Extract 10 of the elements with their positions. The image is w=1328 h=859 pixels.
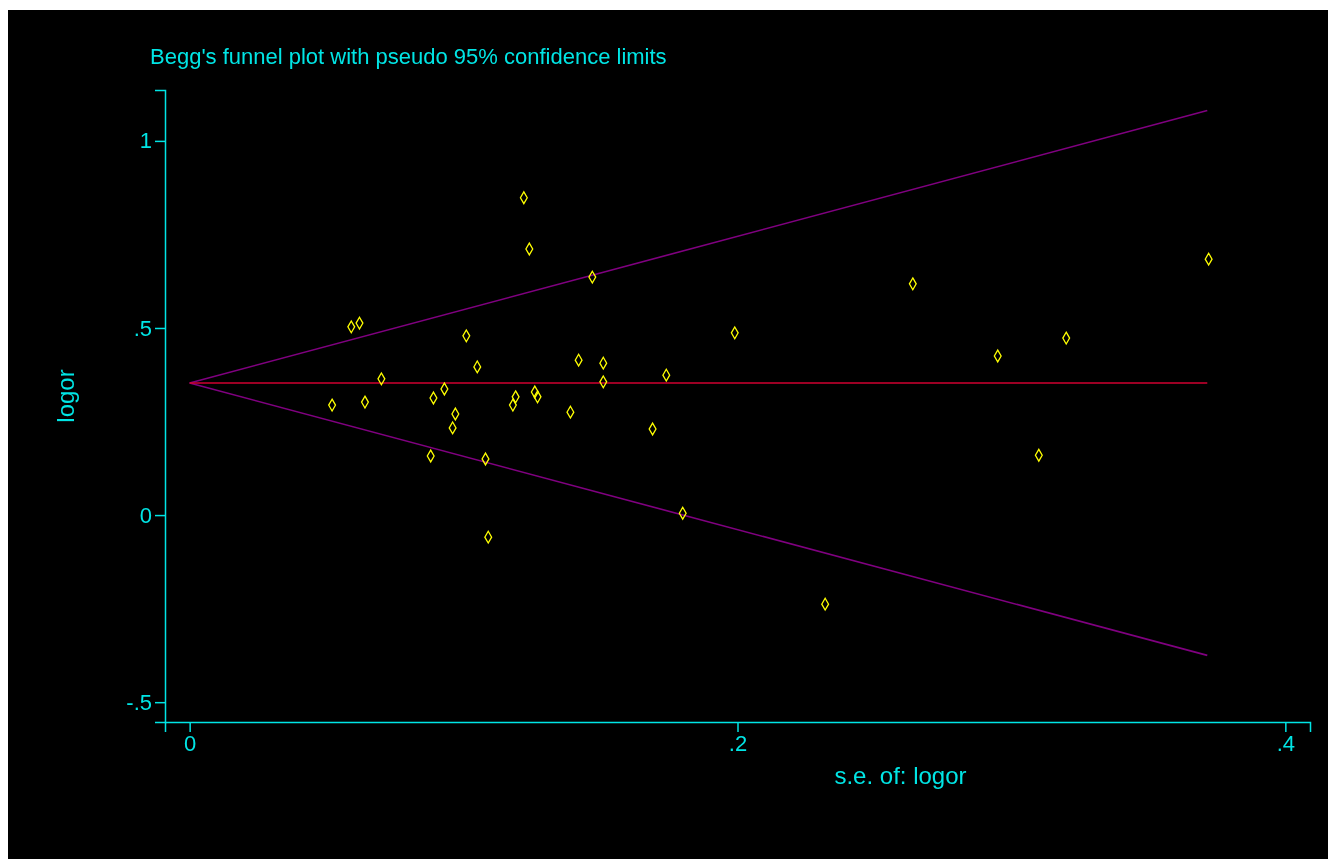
y-tick-label: 0 (139, 502, 152, 528)
y-axis-title: logor (52, 369, 79, 423)
x-tick-label: .2 (728, 730, 748, 756)
x-tick-label: 0 (184, 730, 197, 756)
y-tick-label: -.5 (126, 689, 152, 715)
y-tick-label: .5 (133, 315, 152, 341)
y-tick-label: 1 (139, 128, 152, 154)
chart-title: Begg's funnel plot with pseudo 95% confidence limits (150, 44, 667, 69)
x-axis-title: s.e. of: logor (834, 762, 967, 789)
x-tick-label: .4 (1276, 730, 1296, 756)
